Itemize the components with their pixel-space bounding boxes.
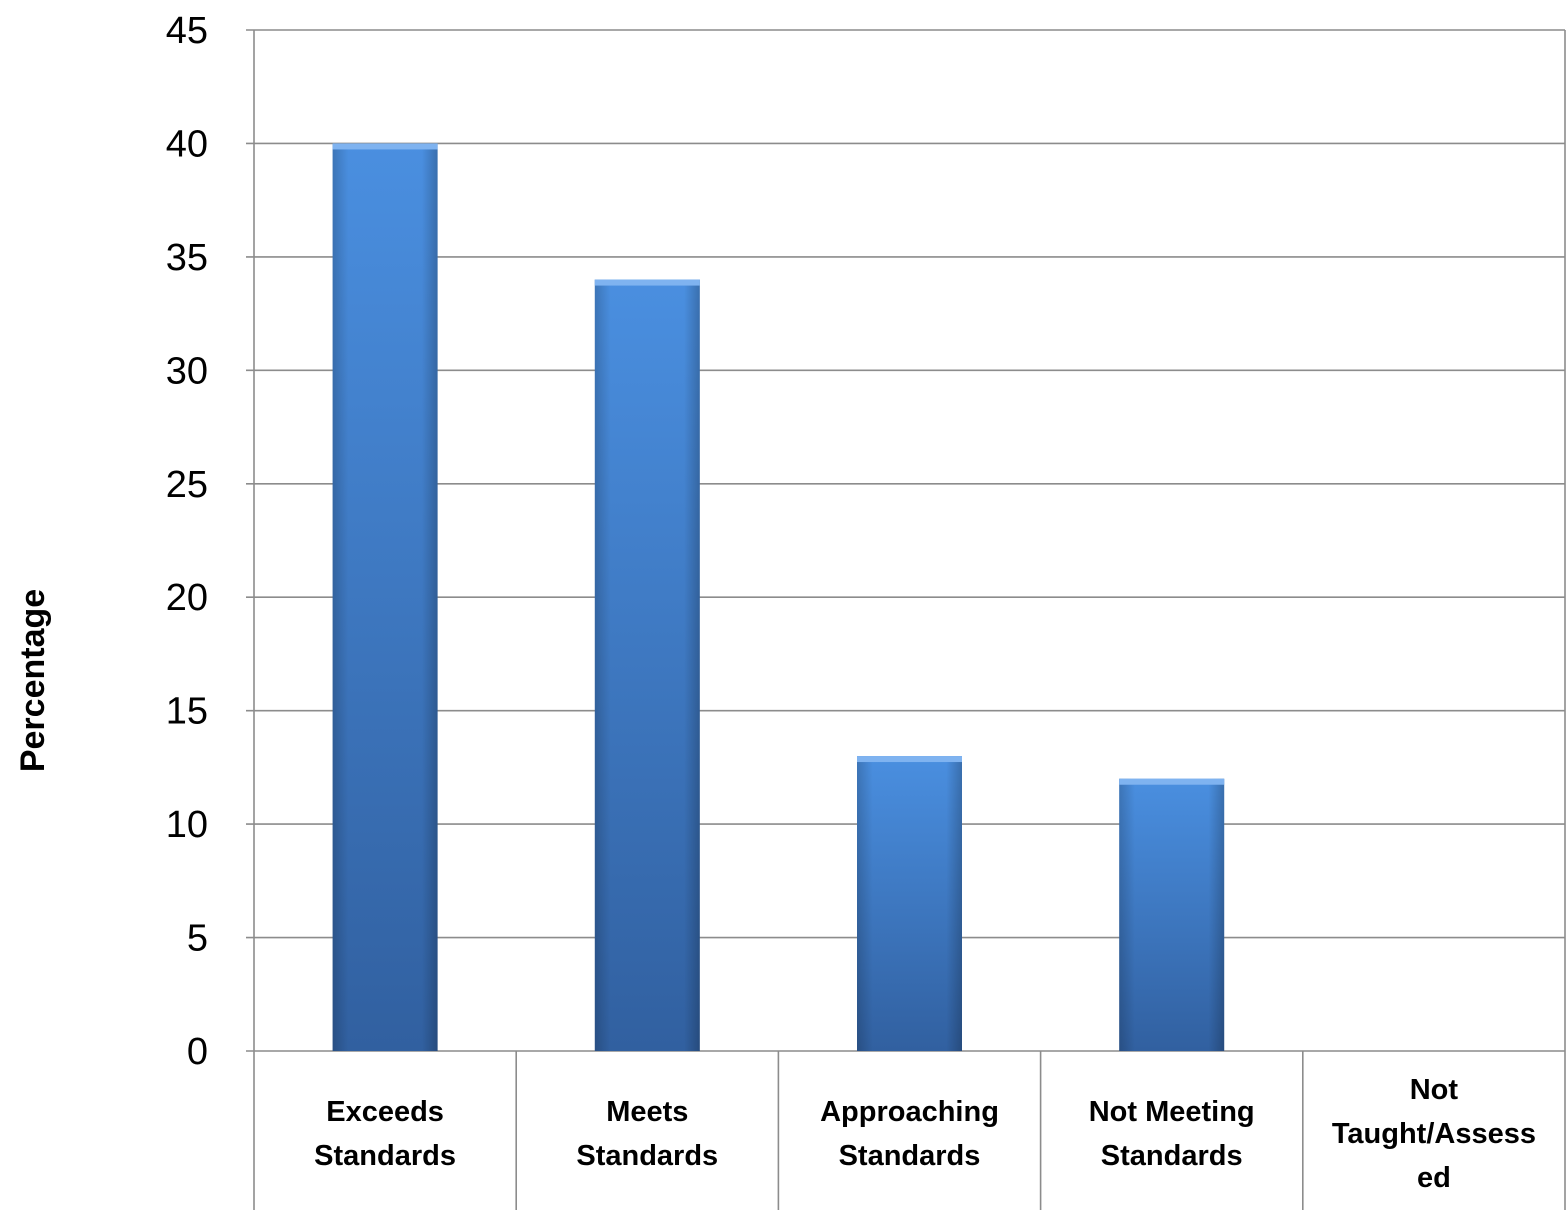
- bar-group: [1119, 778, 1225, 1051]
- bars: [332, 143, 1225, 1052]
- category-label-line: Meets: [606, 1096, 688, 1128]
- gridlines: [246, 29, 1566, 1210]
- y-tick-label: 30: [166, 350, 208, 392]
- category-label: Approaching Standards: [820, 1096, 999, 1172]
- category-label-line: Exceeds: [326, 1096, 444, 1128]
- bar-top-highlight: [857, 756, 962, 763]
- y-tick-label: 0: [187, 1031, 208, 1073]
- bar-top-highlight: [594, 279, 700, 286]
- y-tick-label: 35: [166, 237, 208, 279]
- category-label-line: Standards: [576, 1140, 718, 1172]
- category-label-line: Standards: [1101, 1140, 1243, 1172]
- category-label-line: Not: [1410, 1074, 1459, 1106]
- category-label-line: ed: [1417, 1162, 1451, 1194]
- y-tick-label: 10: [166, 804, 208, 846]
- bar-shading: [332, 143, 438, 1051]
- bar-group: [857, 756, 962, 1051]
- bar-shading: [1119, 778, 1225, 1051]
- category-label-line: Approaching: [820, 1096, 999, 1128]
- category-label: Meets Standards: [576, 1096, 718, 1172]
- y-tick-label: 5: [187, 918, 208, 960]
- bar-top-highlight: [1119, 778, 1225, 785]
- category-label: Not Taught/Assess ed: [1332, 1074, 1536, 1194]
- y-tick-label: 40: [166, 123, 208, 165]
- y-tick-labels: 0 5 10 15 20 25 30 35 40 45: [166, 10, 208, 1073]
- category-label: Not Meeting Standards: [1089, 1096, 1255, 1172]
- y-tick-label: 15: [166, 691, 208, 733]
- bar-shading: [857, 756, 962, 1051]
- y-axis-title: Percentage: [14, 589, 52, 772]
- y-tick-label: 25: [166, 464, 208, 506]
- bar-shading: [594, 279, 700, 1052]
- y-tick-label: 20: [166, 577, 208, 619]
- category-label: Exceeds Standards: [314, 1096, 456, 1172]
- bar-group: [332, 143, 438, 1051]
- bar-group: [594, 279, 700, 1052]
- y-tick-label: 45: [166, 10, 208, 52]
- category-label-line: Standards: [314, 1140, 456, 1172]
- category-label-line: Standards: [839, 1140, 981, 1172]
- category-label-line: Not Meeting: [1089, 1096, 1255, 1128]
- category-label-line: Taught/Assess: [1332, 1118, 1536, 1150]
- bar-top-highlight: [332, 143, 438, 150]
